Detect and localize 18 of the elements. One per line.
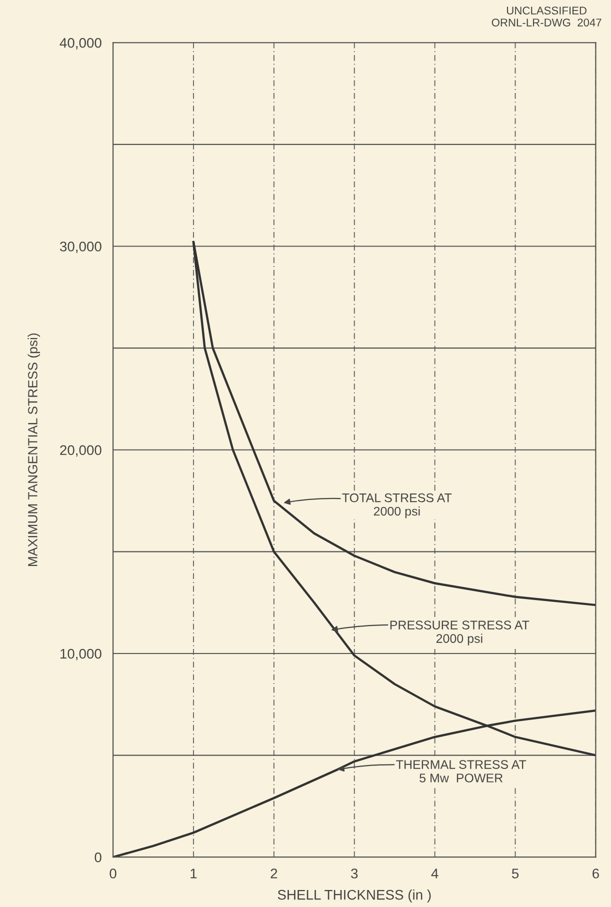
y-tick-label: 20,000 [60,445,102,457]
y-axis-title: MAXIMUM TANGENTIAL STRESS (psi) [28,334,40,566]
x-axis-title: SHELL THICKNESS (in ) [278,890,431,902]
annotation: THERMAL STRESS AT 5 Mw POWER [396,760,526,782]
text: UNCLASSIFIED ORNL-LR-DWG 2047 [492,6,602,26]
x-tick-label: 0 [110,868,116,878]
x-tick-label: 3 [351,868,358,878]
y-tick-label: 30,000 [60,242,102,254]
x-tick-label: 6 [592,868,599,878]
y-tick-label: 40,000 [60,38,102,50]
x-tick-label: 5 [512,868,519,878]
y-tick-label: 10,000 [60,648,102,660]
x-tick-label: 2 [270,868,278,878]
x-tick-label: 4 [431,868,438,878]
annotation: TOTAL STRESS AT 2000 psi [342,493,452,518]
annotation: PRESSURE STRESS AT 2000 psi [390,620,530,646]
y-tick-label: 0 [94,852,102,862]
x-tick-label: 1 [190,868,197,878]
